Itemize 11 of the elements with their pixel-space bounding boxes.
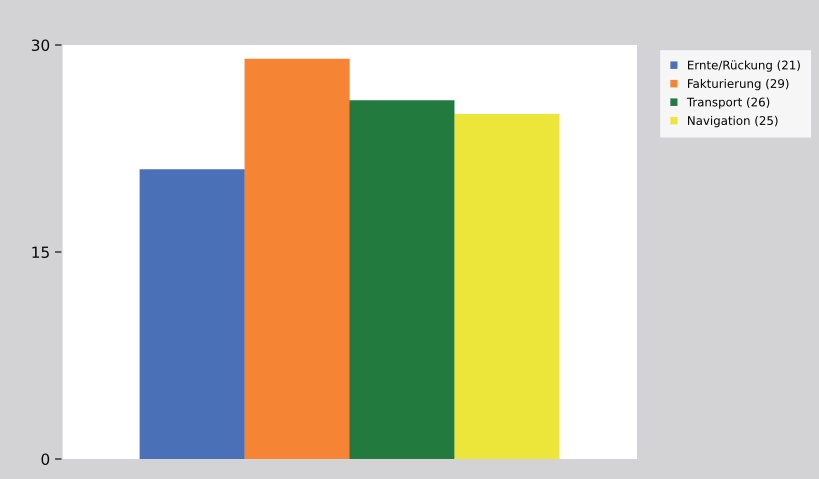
legend-label: Fakturierung (29): [688, 78, 788, 90]
bar: [454, 114, 560, 459]
bar: [140, 169, 245, 459]
legend-label: Ernte/Rückung (21): [688, 60, 800, 72]
legend-label: Transport (26): [686, 97, 770, 109]
bar: [244, 58, 350, 459]
y-tick-label: 15: [32, 246, 49, 258]
y-tick-label: 0: [41, 453, 50, 466]
y-tick-label: 30: [32, 39, 50, 52]
bar: [350, 100, 454, 459]
legend-label: Navigation (25): [688, 116, 778, 128]
